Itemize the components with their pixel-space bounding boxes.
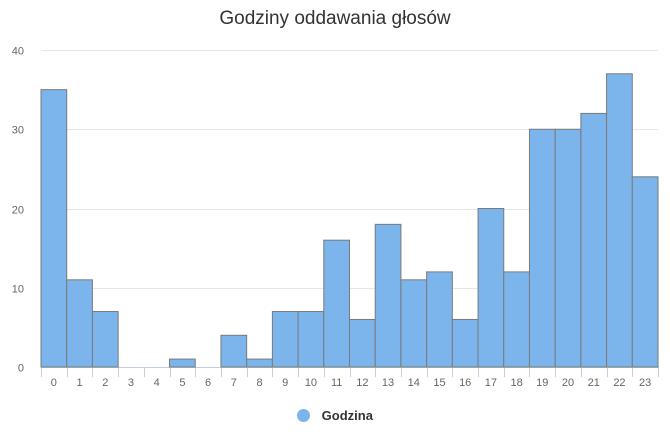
- x-tick-label: 3: [128, 377, 134, 389]
- bar: [297, 311, 325, 368]
- chart-title: Godziny oddawania głosów: [219, 8, 451, 29]
- x-tick-label: 17: [485, 377, 497, 389]
- bar: [349, 318, 376, 368]
- x-tick-label: 23: [639, 377, 651, 389]
- bar: [580, 112, 608, 368]
- bar: [271, 311, 299, 368]
- bar: [91, 311, 119, 368]
- x-tick-label: 12: [356, 377, 368, 389]
- x-tick-label: 15: [433, 377, 445, 389]
- bar: [606, 73, 633, 368]
- x-tick-label: 4: [154, 377, 160, 389]
- legend-label: Godzina: [321, 408, 373, 423]
- bar: [246, 358, 273, 368]
- y-tick-label: 10: [12, 284, 24, 296]
- x-tick-label: 22: [613, 377, 625, 389]
- bar: [631, 176, 659, 368]
- bar: [40, 89, 68, 368]
- bar: [477, 208, 505, 368]
- bar: [66, 279, 93, 368]
- x-tick-label: 9: [282, 377, 288, 389]
- x-tick-label: 0: [51, 377, 57, 389]
- bar: [426, 271, 453, 368]
- bar: [220, 334, 248, 368]
- y-tick-label: 30: [12, 125, 24, 137]
- bar: [528, 128, 556, 368]
- x-tick-label: 19: [536, 377, 548, 389]
- x-tick-label: 7: [231, 377, 237, 389]
- y-tick-label: 0: [18, 363, 24, 375]
- bar: [503, 271, 530, 368]
- x-tick-label: 13: [382, 377, 394, 389]
- x-tick-label: 21: [588, 377, 600, 389]
- bar: [323, 239, 351, 368]
- x-tick-label: 11: [331, 377, 342, 389]
- x-tick-label: 16: [459, 377, 471, 389]
- x-tick-label: 10: [305, 377, 317, 389]
- x-tick-label: 18: [510, 377, 522, 389]
- y-tick-label: 20: [12, 205, 24, 217]
- legend-marker-icon: [297, 409, 311, 422]
- x-tick-label: 14: [408, 377, 420, 389]
- x-tick-label: 2: [102, 377, 108, 389]
- bar: [554, 128, 582, 368]
- x-tick-label: 1: [76, 377, 82, 389]
- x-tick-label: 5: [179, 377, 185, 389]
- y-tick-label: 40: [12, 46, 24, 58]
- x-tick-label: 8: [256, 377, 262, 389]
- bar: [374, 223, 402, 368]
- bar: [169, 358, 196, 368]
- legend[interactable]: Godzina: [0, 408, 670, 423]
- bar: [400, 279, 428, 368]
- bar: [451, 318, 479, 368]
- x-tick-label: 6: [205, 377, 211, 389]
- x-tick-label: 20: [562, 377, 574, 389]
